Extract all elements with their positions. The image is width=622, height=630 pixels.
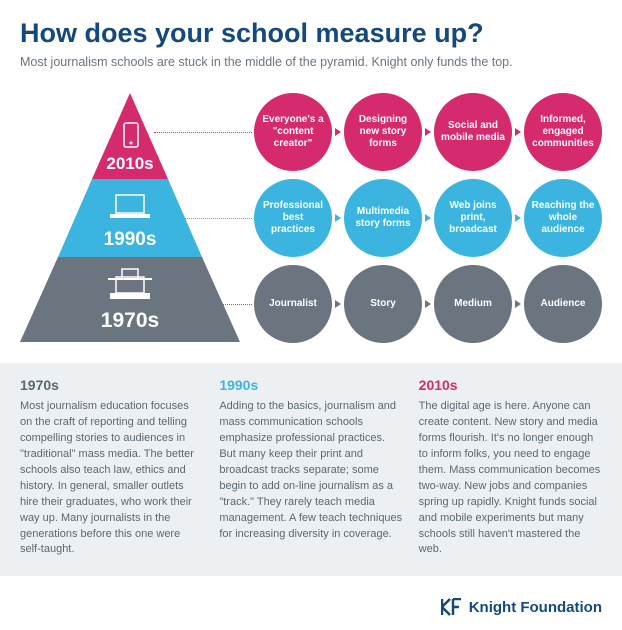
page-subtitle: Most journalism schools are stuck in the… [20, 55, 602, 69]
col-head-1970s: 1970s [20, 377, 203, 393]
circ-2010s-2: Social and mobile media [434, 93, 512, 171]
circ-1990s-1: Multimedia story forms [344, 179, 422, 257]
arrow-icon [515, 128, 521, 136]
col-body-2010s: The digital age is here. Anyone can crea… [419, 399, 602, 558]
description-columns: 1970s Most journalism education focuses … [0, 363, 622, 576]
arrow-icon [335, 128, 341, 136]
circ-1970s-0: Journalist [254, 265, 332, 343]
circ-1970s-2: Medium [434, 265, 512, 343]
pyramid: 2010s 1990s 1970s [20, 87, 240, 347]
circle-row-1970s: Journalist Story Medium Audience [254, 265, 602, 343]
arrow-icon [425, 214, 431, 222]
circle-row-2010s: Everyone's a "content creator" Designing… [254, 93, 602, 171]
kf-logo-icon [441, 598, 463, 616]
arrow-icon [335, 214, 341, 222]
arrow-icon [425, 300, 431, 308]
arrow-icon [515, 300, 521, 308]
col-1990s: 1990s Adding to the basics, journalism a… [219, 377, 402, 558]
connector-mid [182, 218, 252, 219]
col-body-1990s: Adding to the basics, journalism and mas… [219, 399, 402, 542]
knight-foundation-logo: Knight Foundation [441, 598, 602, 616]
tier-1990s-label: 1990s [104, 229, 157, 250]
arrow-icon [425, 128, 431, 136]
arrow-icon [335, 300, 341, 308]
footer: Knight Foundation [0, 588, 622, 630]
circle-row-1990s: Professional best practices Multimedia s… [254, 179, 602, 257]
circ-2010s-0: Everyone's a "content creator" [254, 93, 332, 171]
connector-top [154, 132, 252, 133]
footer-brand: Knight Foundation [469, 599, 602, 616]
col-body-1970s: Most journalism education focuses on the… [20, 399, 203, 558]
tier-2010s-label: 2010s [106, 154, 153, 173]
circ-2010s-1: Designing new story forms [344, 93, 422, 171]
circ-1990s-3: Reaching the whole audience [524, 179, 602, 257]
main-content: 2010s 1990s 1970s Everyone's a "content … [20, 87, 602, 347]
circ-1970s-1: Story [344, 265, 422, 343]
page-title: How does your school measure up? [20, 18, 602, 49]
col-head-2010s: 2010s [419, 377, 602, 393]
col-1970s: 1970s Most journalism education focuses … [20, 377, 203, 558]
tier-1970s-label: 1970s [101, 309, 159, 332]
circ-1990s-0: Professional best practices [254, 179, 332, 257]
circles-column: Everyone's a "content creator" Designing… [254, 87, 602, 343]
circ-1970s-3: Audience [524, 265, 602, 343]
col-2010s: 2010s The digital age is here. Anyone ca… [419, 377, 602, 558]
pyramid-svg: 2010s 1990s 1970s [20, 87, 240, 347]
circ-2010s-3: Informed, engaged communities [524, 93, 602, 171]
col-head-1990s: 1990s [219, 377, 402, 393]
circ-1990s-2: Web joins print, broadcast [434, 179, 512, 257]
connector-bot [220, 304, 252, 305]
arrow-icon [515, 214, 521, 222]
